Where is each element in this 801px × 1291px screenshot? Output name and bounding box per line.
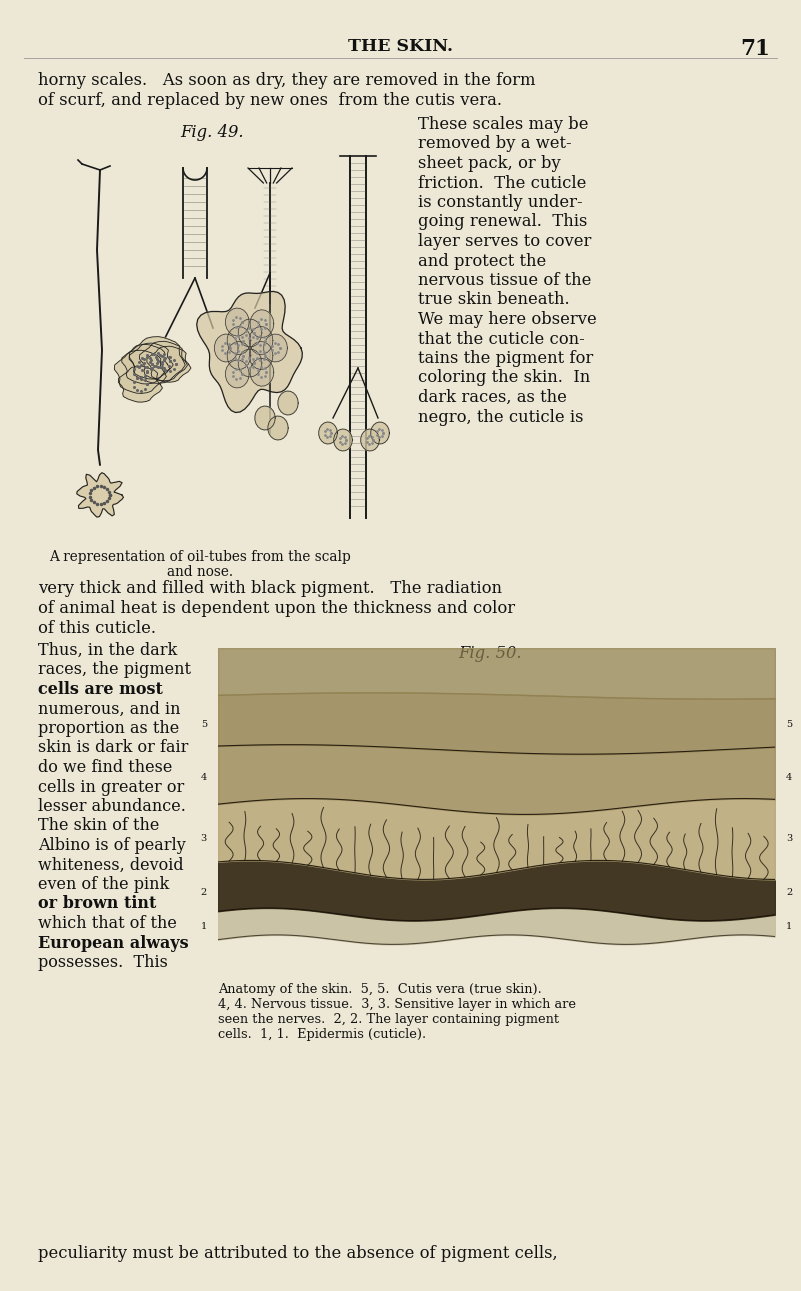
Polygon shape <box>122 345 170 383</box>
Text: 1: 1 <box>200 923 207 932</box>
Text: Fig. 49.: Fig. 49. <box>180 124 244 141</box>
Text: 4, 4. Nervous tissue.  3, 3. Sensitive layer in which are: 4, 4. Nervous tissue. 3, 3. Sensitive la… <box>218 998 576 1011</box>
Polygon shape <box>250 359 274 386</box>
Polygon shape <box>250 310 274 338</box>
Text: nervous tissue of the: nervous tissue of the <box>418 272 591 289</box>
Text: whiteness, devoid: whiteness, devoid <box>38 856 183 874</box>
Text: seen the nerves.  2, 2. The layer containing pigment: seen the nerves. 2, 2. The layer contain… <box>218 1013 559 1026</box>
Text: negro, the cuticle is: negro, the cuticle is <box>418 408 583 426</box>
Text: 3: 3 <box>786 834 792 843</box>
Text: skin is dark or fair: skin is dark or fair <box>38 740 188 757</box>
Text: 1: 1 <box>786 923 792 932</box>
Polygon shape <box>226 309 249 336</box>
Text: or brown tint: or brown tint <box>38 896 156 913</box>
Text: true skin beneath.: true skin beneath. <box>418 292 570 309</box>
Text: Fig. 50.: Fig. 50. <box>458 646 521 662</box>
Polygon shape <box>129 343 173 380</box>
Text: of scurf, and replaced by new ones  from the cutis vera.: of scurf, and replaced by new ones from … <box>38 92 502 108</box>
Text: that the cuticle con-: that the cuticle con- <box>418 330 585 347</box>
Text: going renewal.  This: going renewal. This <box>418 213 587 231</box>
Text: THE SKIN.: THE SKIN. <box>348 37 453 56</box>
Polygon shape <box>227 342 251 369</box>
Polygon shape <box>255 407 276 430</box>
Text: 71: 71 <box>740 37 770 59</box>
Text: peculiarity must be attributed to the absence of pigment cells,: peculiarity must be attributed to the ab… <box>38 1245 557 1263</box>
Text: 3: 3 <box>200 834 207 843</box>
Polygon shape <box>319 422 337 444</box>
Polygon shape <box>334 429 352 451</box>
Text: The skin of the: The skin of the <box>38 817 159 834</box>
Text: 5: 5 <box>786 719 792 728</box>
Text: and nose.: and nose. <box>167 565 233 578</box>
Text: cells.  1, 1.  Epidermis (cuticle).: cells. 1, 1. Epidermis (cuticle). <box>218 1028 426 1041</box>
Text: do we find these: do we find these <box>38 759 172 776</box>
Text: coloring the skin.  In: coloring the skin. In <box>418 369 590 386</box>
Text: cells are most: cells are most <box>38 680 163 698</box>
Polygon shape <box>238 349 262 377</box>
Text: of animal heat is dependent upon the thickness and color: of animal heat is dependent upon the thi… <box>38 600 515 617</box>
Text: proportion as the: proportion as the <box>38 720 179 737</box>
Polygon shape <box>249 342 273 369</box>
Text: Thus, in the dark: Thus, in the dark <box>38 642 177 658</box>
Text: possesses.  This: possesses. This <box>38 954 168 971</box>
Text: races, the pigment: races, the pigment <box>38 661 191 679</box>
Text: Anatomy of the skin.  5, 5.  Cutis vera (true skin).: Anatomy of the skin. 5, 5. Cutis vera (t… <box>218 982 541 995</box>
Text: is constantly under-: is constantly under- <box>418 194 582 210</box>
Polygon shape <box>147 346 191 382</box>
Text: numerous, and in: numerous, and in <box>38 701 180 718</box>
Polygon shape <box>249 327 273 355</box>
Polygon shape <box>268 416 288 440</box>
Text: 4: 4 <box>200 773 207 782</box>
Text: removed by a wet-: removed by a wet- <box>418 136 572 152</box>
Text: lesser abundance.: lesser abundance. <box>38 798 186 815</box>
Text: layer serves to cover: layer serves to cover <box>418 232 591 250</box>
Polygon shape <box>115 350 167 394</box>
Polygon shape <box>139 341 187 381</box>
Text: even of the pink: even of the pink <box>38 877 169 893</box>
Text: friction.  The cuticle: friction. The cuticle <box>418 174 586 191</box>
Polygon shape <box>264 334 288 361</box>
Polygon shape <box>77 473 123 518</box>
Text: Albino is of pearly: Albino is of pearly <box>38 837 186 855</box>
Polygon shape <box>227 327 251 355</box>
Text: very thick and filled with black pigment.   The radiation: very thick and filled with black pigment… <box>38 580 502 596</box>
Text: cells in greater or: cells in greater or <box>38 778 184 795</box>
Text: dark races, as the: dark races, as the <box>418 389 567 405</box>
Polygon shape <box>129 337 185 383</box>
Text: 2: 2 <box>200 888 207 896</box>
Text: These scales may be: These scales may be <box>418 116 589 133</box>
Text: tains the pigment for: tains the pigment for <box>418 350 594 367</box>
Text: European always: European always <box>38 935 188 951</box>
Text: 5: 5 <box>201 719 207 728</box>
Polygon shape <box>360 429 380 451</box>
Text: which that of the: which that of the <box>38 915 177 932</box>
Polygon shape <box>119 367 163 402</box>
Polygon shape <box>371 422 389 444</box>
Text: sheet pack, or by: sheet pack, or by <box>418 155 561 172</box>
Text: and protect the: and protect the <box>418 253 546 270</box>
Text: 4: 4 <box>786 773 792 782</box>
Text: horny scales.   As soon as dry, they are removed in the form: horny scales. As soon as dry, they are r… <box>38 72 536 89</box>
Polygon shape <box>197 292 302 413</box>
Polygon shape <box>226 360 249 387</box>
Polygon shape <box>278 391 298 414</box>
Polygon shape <box>238 319 262 347</box>
Text: We may here observe: We may here observe <box>418 311 597 328</box>
Text: 2: 2 <box>786 888 792 896</box>
Polygon shape <box>215 334 238 361</box>
Text: of this cuticle.: of this cuticle. <box>38 620 156 636</box>
Text: A representation of oil-tubes from the scalp: A representation of oil-tubes from the s… <box>49 550 351 564</box>
